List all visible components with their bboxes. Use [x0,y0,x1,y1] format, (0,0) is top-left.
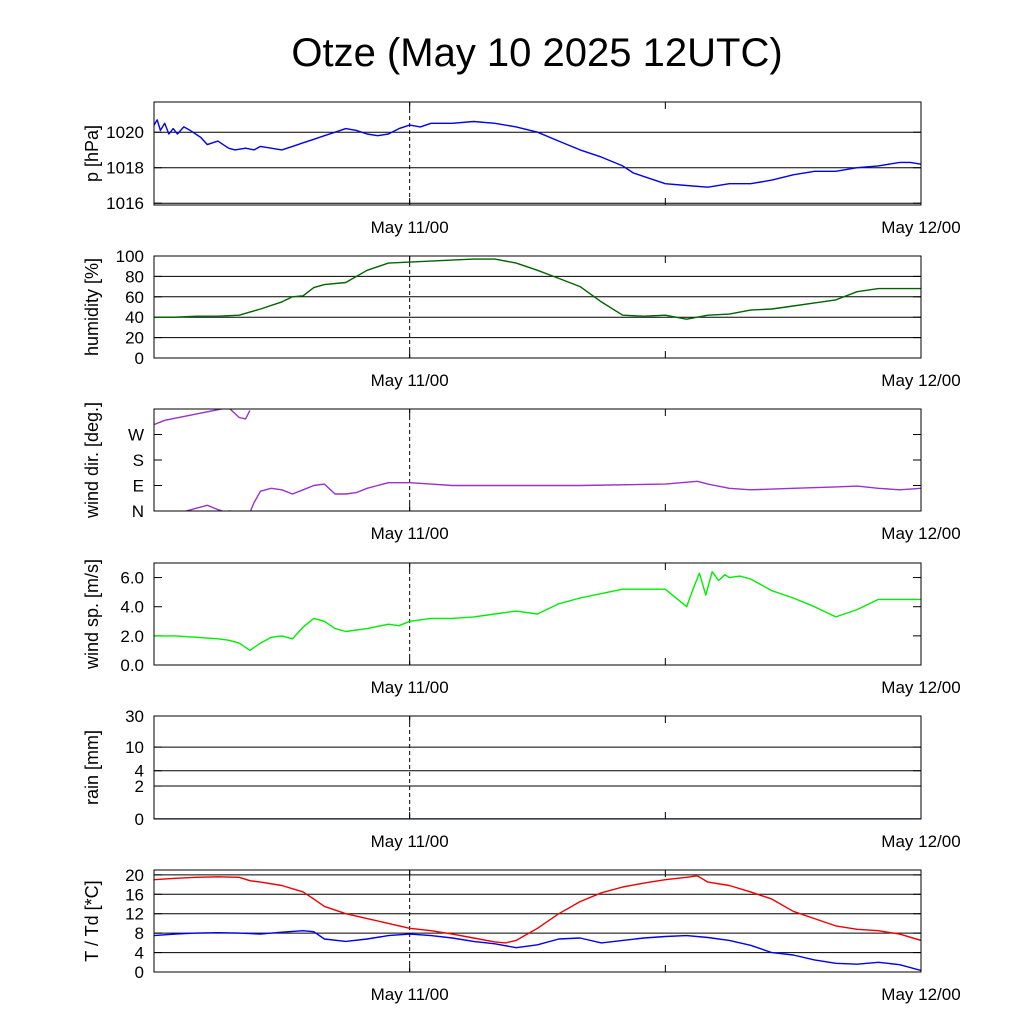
wind_direction-xtick-label: May 12/00 [881,524,960,543]
pressure-ytick-label: 1018 [106,159,144,178]
temperature-ytick-label: 8 [135,924,144,943]
pressure-xtick-label: May 11/00 [371,218,449,237]
humidity-xtick-label: May 12/00 [881,371,960,390]
humidity-ytick-label: 80 [125,267,144,286]
wind_direction-ytick-label: N [132,502,144,521]
temperature-ytick-label: 0 [135,963,144,982]
pressure-series-line-0 [154,119,921,188]
wind_speed-frame [153,562,922,666]
wind_speed-ytick-label: 4.0 [120,598,144,617]
rain-ytick-label: 30 [125,707,144,726]
temperature-ytick-label: 20 [125,866,144,885]
wind_direction-ytick-label: E [133,477,144,496]
temperature-xtick-label: May 12/00 [881,985,960,1004]
chart-title: Otze (May 10 2025 12UTC) [291,31,782,75]
temperature-xtick-label: May 11/00 [371,985,449,1004]
wind_speed-ylabel: wind sp. [m/s] [82,559,102,670]
wind_direction-ytick-label: S [133,451,144,470]
panel-rain: 0 24 10 30 rain [mm] May 11/00 May 12/00 [82,707,961,851]
wind_direction-xtick-label: May 11/00 [371,524,449,543]
pressure-ytick-label: 1016 [106,194,144,213]
wind_speed-ytick-label: 2.0 [120,627,144,646]
humidity-series-line-0 [154,258,921,320]
temperature-series-line-0 [154,875,921,944]
rain-xtick-label: May 12/00 [881,832,960,851]
humidity-frame [153,255,922,359]
wind_speed-xtick-label: May 12/00 [881,678,960,697]
wind_direction-frame [153,408,922,512]
rain-ytick-label: 10 [125,738,144,757]
humidity-ylabel: humidity [%] [82,258,102,356]
rain-ylabel: rain [mm] [82,730,102,805]
humidity-ytick-label: 20 [125,329,144,348]
pressure-xtick-label: May 12/00 [881,218,960,237]
rain-ytick-label: 2 [135,777,144,796]
wind_speed-series-line-0 [154,571,921,652]
rain-xtick-label: May 11/00 [371,832,449,851]
rain-ytick-label: 4 [135,762,144,781]
humidity-ytick-label: 40 [125,308,144,327]
panel-wind_speed: 0.0 2.0 4.0 6.0 wind sp. [m/s] May 11/00 May 1… [82,559,961,697]
humidity-ytick-label: 60 [125,288,144,307]
wind_direction-ylabel: wind dir. [deg.] [82,402,102,519]
wind_direction-series-line-0 [154,409,251,426]
temperature-ytick-label: 4 [135,944,144,963]
pressure-ytick-label: 1020 [106,123,144,142]
wind_direction-ytick-label: W [128,426,144,445]
wind_speed-xtick-label: May 11/00 [371,678,449,697]
wind_direction-series-line-1 [185,480,921,511]
humidity-ytick-label: 100 [116,247,144,266]
temperature-ytick-label: 16 [125,885,144,904]
rain-frame [153,715,922,820]
wind_speed-ytick-label: 6.0 [120,569,144,588]
temperature-ytick-label: 12 [125,905,144,924]
humidity-ytick-label: 0 [135,349,144,368]
humidity-xtick-label: May 11/00 [371,371,449,390]
temperature-series-line-1 [154,930,921,972]
rain-ytick-label: 0 [135,810,144,829]
wind_speed-ytick-label: 0.0 [120,656,144,675]
pressure-frame [153,101,922,206]
temperature-ylabel: T / Td [*C] [82,880,102,961]
pressure-ylabel: p [hPa] [82,125,102,182]
temperature-frame [153,869,922,973]
